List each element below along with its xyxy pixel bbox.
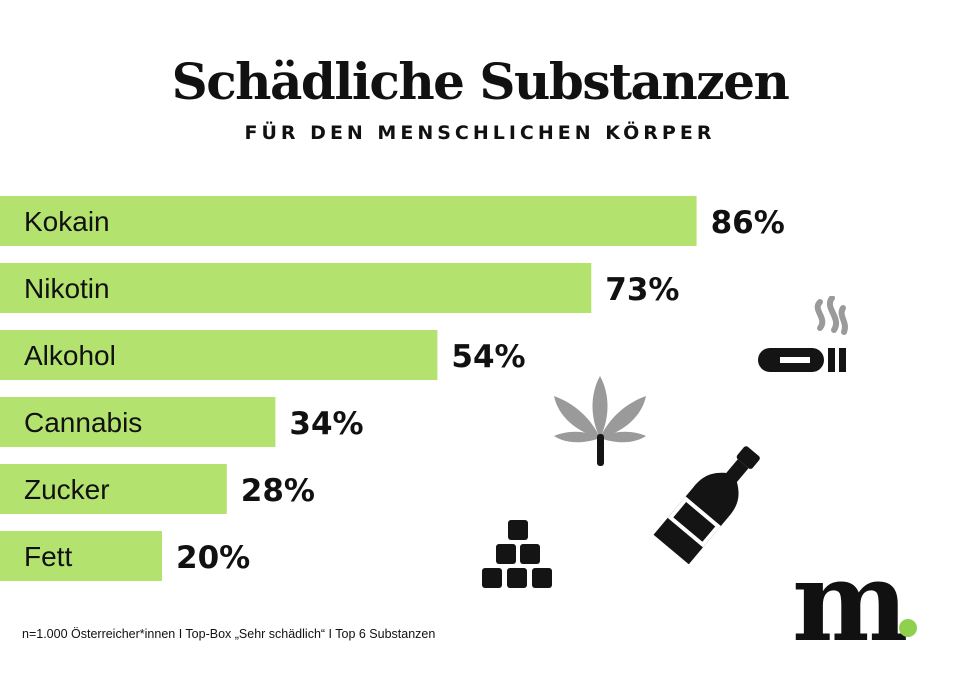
chart-title: Schädliche Substanzen <box>171 52 790 111</box>
value-label: 34% <box>289 406 363 442</box>
logo-dot <box>899 619 917 637</box>
footnote: n=1.000 Österreicher*innen I Top-Box „Se… <box>22 627 436 641</box>
cigarette-icon <box>758 296 848 372</box>
bar-kokain <box>0 196 697 246</box>
category-label: Zucker <box>24 474 110 505</box>
value-label: 54% <box>451 339 525 375</box>
value-label: 20% <box>176 540 250 576</box>
value-label: 28% <box>241 473 315 509</box>
category-label: Fett <box>24 541 72 572</box>
value-label: 73% <box>605 272 679 308</box>
bar-chart: Kokain 86% Nikotin 73% Alkohol 54% Cannabis 34%… <box>0 196 785 581</box>
bar-fett <box>0 531 162 581</box>
category-label: Cannabis <box>24 407 142 438</box>
cannabis-leaf-icon <box>554 376 646 466</box>
chart-subtitle: FÜR DEN MENSCHLICHEN KÖRPER <box>244 122 716 144</box>
bar-zucker <box>0 464 227 514</box>
bottle-icon <box>653 446 760 564</box>
bar-nikotin <box>0 263 592 313</box>
value-label: 86% <box>711 205 785 241</box>
bar-cannabis <box>0 397 276 447</box>
bar-alkohol <box>0 330 438 380</box>
category-label: Alkohol <box>24 340 116 371</box>
logo-letter: m <box>792 560 908 650</box>
brand-logo: m <box>792 560 917 650</box>
category-label: Nikotin <box>24 273 110 304</box>
sugar-cubes-icon <box>482 520 552 588</box>
category-label: Kokain <box>24 206 110 237</box>
